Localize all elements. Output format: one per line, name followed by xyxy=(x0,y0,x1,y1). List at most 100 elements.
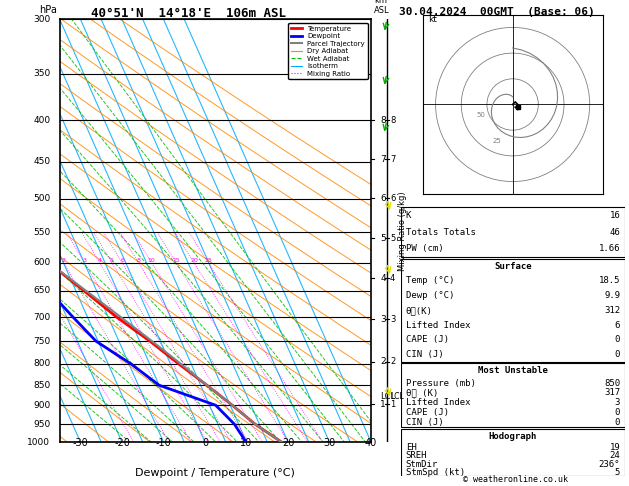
Text: 850: 850 xyxy=(604,379,620,388)
Text: CAPE (J): CAPE (J) xyxy=(406,408,448,417)
Text: 3: 3 xyxy=(390,315,396,324)
Text: 4: 4 xyxy=(381,274,386,283)
Text: 3: 3 xyxy=(82,258,87,263)
Text: 550: 550 xyxy=(33,228,50,237)
Text: 16: 16 xyxy=(610,211,620,220)
Text: 8: 8 xyxy=(390,116,396,125)
Text: kt: kt xyxy=(428,15,437,24)
Text: 20: 20 xyxy=(282,438,294,448)
Text: 50: 50 xyxy=(477,112,486,118)
Text: 3: 3 xyxy=(381,315,386,324)
Text: 350: 350 xyxy=(33,69,50,78)
Text: Most Unstable: Most Unstable xyxy=(478,366,548,375)
Text: 0: 0 xyxy=(615,350,620,359)
Text: 46: 46 xyxy=(610,227,620,237)
Text: Dewpoint / Temperature (°C): Dewpoint / Temperature (°C) xyxy=(135,468,296,478)
Text: -30: -30 xyxy=(72,438,89,448)
Text: 300: 300 xyxy=(33,15,50,24)
Text: 10: 10 xyxy=(148,258,155,263)
Text: 5: 5 xyxy=(110,258,114,263)
Text: 236°: 236° xyxy=(599,460,620,469)
Text: K: K xyxy=(406,211,411,220)
Text: 312: 312 xyxy=(604,306,620,315)
Text: 1000: 1000 xyxy=(28,438,50,447)
Text: Mixing Ratio (g/kg): Mixing Ratio (g/kg) xyxy=(398,191,407,271)
Text: 6: 6 xyxy=(615,321,620,330)
Text: Dewp (°C): Dewp (°C) xyxy=(406,291,454,300)
Text: 24: 24 xyxy=(610,451,620,460)
Text: -10: -10 xyxy=(155,438,172,448)
Text: 3: 3 xyxy=(615,399,620,407)
Text: km
ASL: km ASL xyxy=(374,0,390,15)
Text: 20: 20 xyxy=(190,258,198,263)
Text: PW (cm): PW (cm) xyxy=(406,244,443,253)
Text: 0: 0 xyxy=(202,438,208,448)
Text: Lifted Index: Lifted Index xyxy=(406,321,470,330)
Text: Totals Totals: Totals Totals xyxy=(406,227,476,237)
Text: 5: 5 xyxy=(615,468,620,477)
Text: StmSpd (kt): StmSpd (kt) xyxy=(406,468,465,477)
Text: StmDir: StmDir xyxy=(406,460,438,469)
Text: 7: 7 xyxy=(381,155,386,164)
Text: 8: 8 xyxy=(381,116,386,125)
Text: 400: 400 xyxy=(33,116,50,125)
Text: 600: 600 xyxy=(33,259,50,267)
Text: 450: 450 xyxy=(33,157,50,166)
Text: 30: 30 xyxy=(323,438,336,448)
Text: Temp (°C): Temp (°C) xyxy=(406,277,454,285)
Text: 950: 950 xyxy=(33,420,50,429)
Text: 8: 8 xyxy=(136,258,140,263)
Text: 25: 25 xyxy=(492,138,501,144)
Text: 500: 500 xyxy=(33,194,50,203)
Text: SREH: SREH xyxy=(406,451,427,460)
Text: 0: 0 xyxy=(615,408,620,417)
Text: 25: 25 xyxy=(204,258,212,263)
Text: 4: 4 xyxy=(390,274,395,283)
Text: -20: -20 xyxy=(114,438,130,448)
Text: 4: 4 xyxy=(97,258,102,263)
Text: θᴇ (K): θᴇ (K) xyxy=(406,388,438,398)
Text: Pressure (mb): Pressure (mb) xyxy=(406,379,476,388)
Text: 6: 6 xyxy=(120,258,124,263)
Text: 30.04.2024  00GMT  (Base: 06): 30.04.2024 00GMT (Base: 06) xyxy=(399,7,595,17)
Text: Hodograph: Hodograph xyxy=(489,432,537,441)
Text: 7: 7 xyxy=(390,155,396,164)
Text: Lifted Index: Lifted Index xyxy=(406,399,470,407)
Text: 0: 0 xyxy=(615,418,620,427)
Text: 6: 6 xyxy=(381,193,386,203)
Text: 2: 2 xyxy=(381,357,386,366)
Text: 800: 800 xyxy=(33,359,50,368)
Text: CIN (J): CIN (J) xyxy=(406,350,443,359)
Text: 900: 900 xyxy=(33,401,50,410)
Text: 1: 1 xyxy=(381,400,386,409)
Text: © weatheronline.co.uk: © weatheronline.co.uk xyxy=(464,474,568,484)
Bar xyxy=(401,207,625,257)
Text: 0: 0 xyxy=(615,335,620,345)
Legend: Temperature, Dewpoint, Parcel Trajectory, Dry Adiabat, Wet Adiabat, Isotherm, Mi: Temperature, Dewpoint, Parcel Trajectory… xyxy=(289,23,367,79)
Text: 18.5: 18.5 xyxy=(599,277,620,285)
Text: 5: 5 xyxy=(390,233,395,243)
Text: 1: 1 xyxy=(390,400,395,409)
Bar xyxy=(401,259,625,362)
Text: 15: 15 xyxy=(172,258,180,263)
Text: 2: 2 xyxy=(390,357,395,366)
Text: 40°51'N  14°18'E  106m ASL: 40°51'N 14°18'E 106m ASL xyxy=(91,7,286,20)
Text: Surface: Surface xyxy=(494,261,532,271)
Bar xyxy=(401,429,625,476)
Text: 19: 19 xyxy=(610,443,620,452)
Text: LCL: LCL xyxy=(390,392,404,400)
Text: 650: 650 xyxy=(33,286,50,295)
Text: CIN (J): CIN (J) xyxy=(406,418,443,427)
Text: 850: 850 xyxy=(33,381,50,390)
Text: EH: EH xyxy=(406,443,416,452)
Text: LCL: LCL xyxy=(381,392,396,400)
Text: 5: 5 xyxy=(381,233,386,243)
Text: 317: 317 xyxy=(604,388,620,398)
Text: CAPE (J): CAPE (J) xyxy=(406,335,448,345)
Bar xyxy=(401,364,625,427)
Text: 6: 6 xyxy=(390,193,396,203)
Text: θᴇ(K): θᴇ(K) xyxy=(406,306,433,315)
Text: 750: 750 xyxy=(33,337,50,346)
Text: hPa: hPa xyxy=(40,5,57,15)
Text: 700: 700 xyxy=(33,312,50,322)
